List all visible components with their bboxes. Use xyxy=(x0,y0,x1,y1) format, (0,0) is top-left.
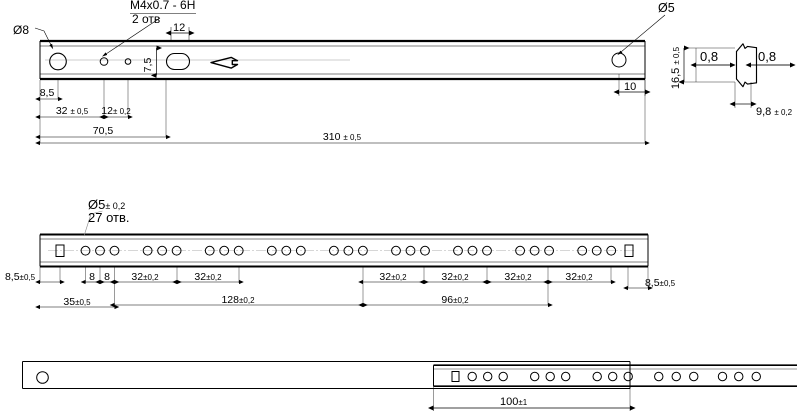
svg-text:2 отв: 2 отв xyxy=(132,12,160,26)
svg-text:100±1: 100±1 xyxy=(500,396,528,408)
svg-text:310 ± 0,5: 310 ± 0,5 xyxy=(323,131,362,143)
svg-text:Ø5: Ø5 xyxy=(658,1,675,15)
svg-text:32±0,2: 32±0,2 xyxy=(194,271,222,283)
svg-text:128±0,2: 128±0,2 xyxy=(221,294,255,306)
svg-text:Ø8: Ø8 xyxy=(13,23,29,37)
svg-text:8: 8 xyxy=(104,271,110,283)
svg-text:M4x0.7 - 6H: M4x0.7 - 6H xyxy=(130,0,195,12)
svg-text:8: 8 xyxy=(89,271,95,283)
svg-text:8,5: 8,5 xyxy=(40,87,55,99)
svg-text:8,5±0,5: 8,5±0,5 xyxy=(645,277,676,289)
svg-text:32±0,2: 32±0,2 xyxy=(379,271,407,283)
svg-text:32±0,2: 32±0,2 xyxy=(131,271,159,283)
svg-text:27 отв.: 27 отв. xyxy=(88,210,130,225)
svg-text:32±0,2: 32±0,2 xyxy=(504,271,532,283)
svg-text:9,8 ± 0,2: 9,8 ± 0,2 xyxy=(756,106,793,118)
svg-text:0,8: 0,8 xyxy=(758,49,776,64)
svg-text:10: 10 xyxy=(624,81,636,93)
svg-text:35±0,5: 35±0,5 xyxy=(63,296,91,308)
svg-text:8,5±0,5: 8,5±0,5 xyxy=(5,271,36,283)
svg-text:32±0,2: 32±0,2 xyxy=(441,271,469,283)
svg-text:0,8: 0,8 xyxy=(700,49,718,64)
svg-text:70,5: 70,5 xyxy=(93,125,114,137)
svg-text:32 ± 0,5: 32 ± 0,5 xyxy=(56,105,89,117)
svg-text:12± 0,2: 12± 0,2 xyxy=(101,105,131,117)
svg-text:12: 12 xyxy=(173,22,185,34)
svg-text:32±0,2: 32±0,2 xyxy=(565,271,593,283)
svg-text:7,5: 7,5 xyxy=(142,58,154,73)
svg-text:96±0,2: 96±0,2 xyxy=(441,294,469,306)
svg-text:16,5 ± 0,5: 16,5 ± 0,5 xyxy=(670,46,682,89)
